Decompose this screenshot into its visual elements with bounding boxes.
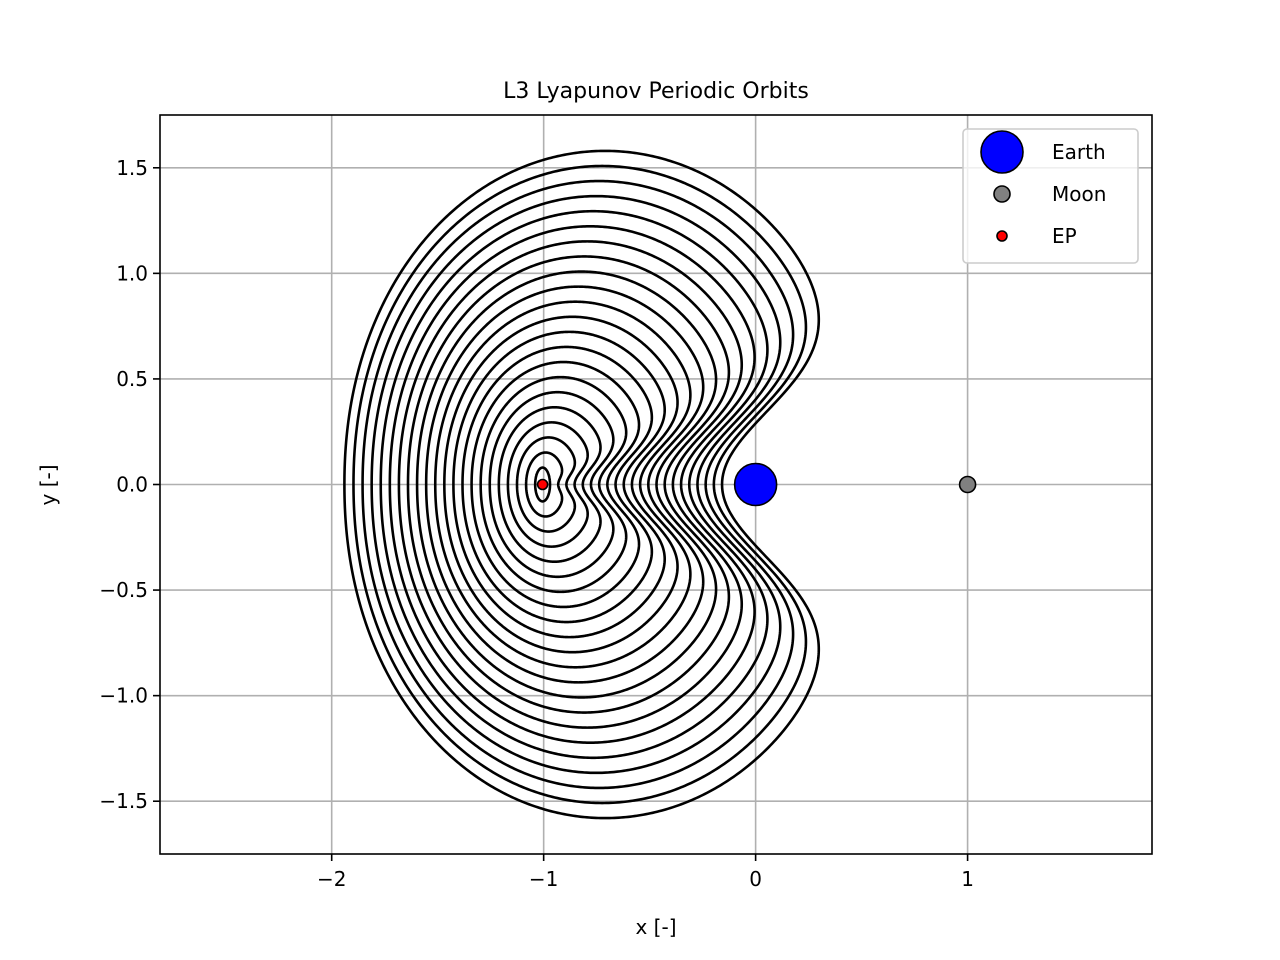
orbit-family [343,149,821,820]
orbit-line [397,240,744,729]
legend-label-moon: Moon [1052,182,1106,206]
orbit-line [415,270,718,699]
x-tick-label: 0 [749,867,762,891]
ep-marker [536,478,549,491]
x-tick-label: −1 [529,867,558,891]
moon-marker [958,475,977,494]
x-axis-label: x [-] [635,915,676,939]
orbit-line [370,194,782,775]
orbit-line [361,179,795,790]
x-tick-label: −2 [317,867,346,891]
orbit-line [352,164,808,805]
y-axis-label: y [-] [36,464,60,505]
legend-label-ep: EP [1052,224,1077,248]
orbit-line [433,300,692,669]
legend-marker-moon [993,185,1011,203]
orbit-line [443,315,679,654]
y-tick-label: −0.5 [99,578,148,602]
orbit-line [470,360,641,609]
body-markers [536,462,977,507]
y-tick-label: 1.0 [116,261,148,285]
orbit-line [461,345,654,624]
orbit-line [515,436,577,533]
y-tick-label: 1.5 [116,156,148,180]
orbit-line [533,466,552,503]
orbit-line [406,255,731,714]
earth-marker [733,462,778,507]
legend-marker-ep [996,230,1008,242]
orbit-line [497,405,602,564]
y-tick-label: −1.0 [99,684,148,708]
orbit-line [343,149,821,820]
axis-ticks: −2 −1 0 1 −1.5 −1.0 −0.5 0.0 0.5 1.0 1.5 [99,156,974,891]
orbit-line [506,421,589,548]
legend-label-earth: Earth [1052,140,1106,164]
x-tick-label: 1 [961,867,974,891]
y-tick-label: 0.0 [116,473,148,497]
orbit-line [488,390,615,579]
legend-marker-earth [980,130,1024,174]
orbit-line [524,451,564,518]
orbit-line [388,224,756,745]
y-tick-label: 0.5 [116,367,148,391]
orbit-line [479,375,628,594]
legend: Earth Moon EP [962,128,1139,264]
chart-title: L3 Lyapunov Periodic Orbits [503,79,809,104]
orbit-line [379,209,769,760]
orbit-line [424,285,705,684]
orbit-line [452,330,667,639]
y-tick-label: −1.5 [99,789,148,813]
